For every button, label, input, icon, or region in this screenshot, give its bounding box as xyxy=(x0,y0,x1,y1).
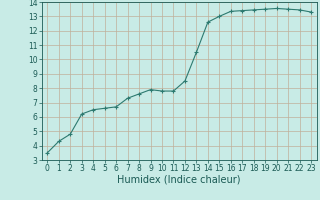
X-axis label: Humidex (Indice chaleur): Humidex (Indice chaleur) xyxy=(117,175,241,185)
